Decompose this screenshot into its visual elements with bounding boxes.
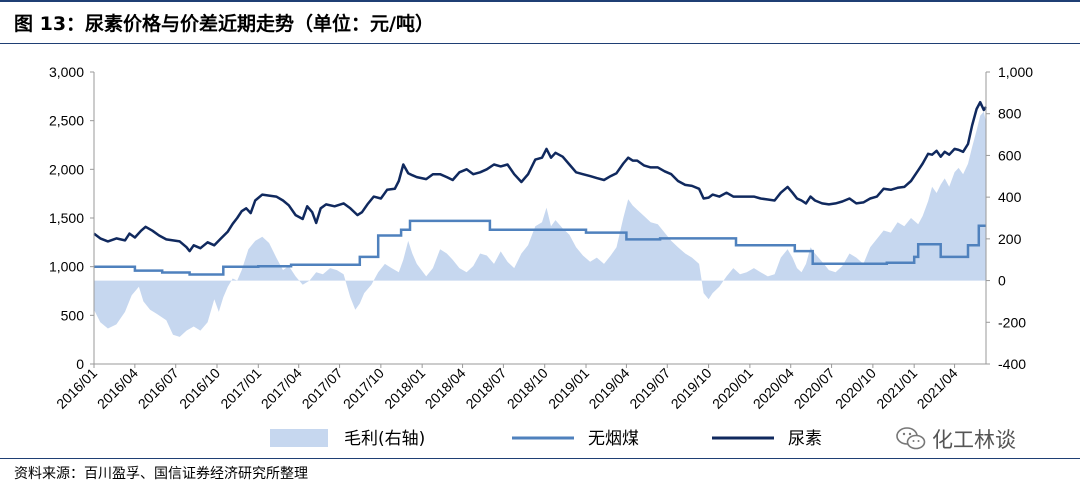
x-tick-label: 2017/04 [258,365,305,412]
right-tick-label: 400 [998,189,1022,205]
legend-label-coal: 无烟煤 [588,429,639,449]
urea-line [93,100,988,253]
x-tick-label: 2019/01 [545,365,592,412]
right-tick-label: 0 [998,273,1006,289]
watermark-text: 化工林谈 [932,428,1016,452]
source-bar: 资料来源：百川盈孚、国信证券经济研究所整理 [0,458,1080,486]
right-tick-label: 600 [998,147,1022,163]
x-tick-label: 2016/10 [176,365,223,412]
legend-swatch-gross [270,429,328,447]
left-tick-label: 1,500 [49,210,84,226]
legend-label-gross: 毛利(右轴) [344,429,425,449]
x-tick-label: 2016/07 [135,365,182,412]
x-tick-label: 2021/01 [873,365,920,412]
plot-area [93,100,988,337]
legend: 毛利(右轴) 无烟煤 尿素 [270,429,822,449]
watermark: 化工林谈 [896,424,1016,454]
x-tick-label: 2017/10 [340,365,387,412]
left-tick-label: 500 [61,307,85,323]
chart: 0 500 1,000 1,500 2,000 2,500 3,000 -400 -200 0 20… [49,64,1033,449]
figure-title-bar: 图 13：尿素价格与价差近期走势（单位：元/吨） [0,0,1080,44]
x-tick-label: 2018/07 [462,365,509,412]
x-tick-label: 2017/07 [299,365,346,412]
x-tick-label: 2021/04 [914,365,961,412]
x-tick-label: 2019/04 [585,365,632,412]
x-tick-label: 2019/10 [668,365,715,412]
left-tick-label: 0 [76,356,84,372]
right-tick-label: 200 [998,231,1022,247]
right-tick-label: 800 [998,106,1022,122]
x-tick-label: 2017/01 [217,365,264,412]
figure-title: 图 13：尿素价格与价差近期走势（单位：元/吨） [14,13,434,35]
right-tick-label: 1,000 [998,64,1033,80]
x-tick-label: 2020/01 [709,365,756,412]
right-tick-label: -200 [998,314,1026,330]
left-tick-label: 1,000 [49,259,84,275]
x-tick-label: 2019/07 [626,365,673,412]
left-tick-label: 2,000 [49,161,84,177]
left-tick-label: 2,500 [49,113,84,129]
x-tick-label: 2018/04 [422,365,469,412]
x-tick-label: 2020/07 [791,365,838,412]
x-tick-label: 2020/10 [832,365,879,412]
gross-margin-area [94,111,986,337]
source-note: 资料来源：百川盈孚、国信证券经济研究所整理 [14,465,308,482]
legend-label-urea: 尿素 [788,429,822,449]
x-tick-label: 2018/01 [381,365,428,412]
x-tick-label: 2016/04 [94,365,141,412]
right-tick-label: -400 [998,356,1026,372]
x-tick-label: 2020/04 [750,365,797,412]
wechat-icon [896,427,926,450]
anthracite-line [94,219,986,276]
x-tick-label: 2018/10 [504,365,551,412]
left-tick-label: 3,000 [49,64,84,80]
